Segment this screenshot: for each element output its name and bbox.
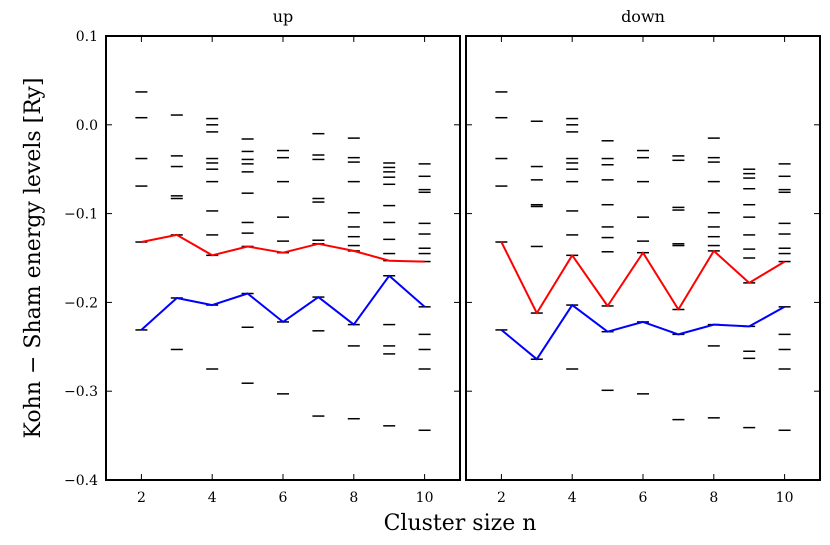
y-axis-title: Kohn − Sham energy levels [Ry]	[21, 78, 46, 439]
panel-down-homo-line	[500, 304, 786, 361]
panel-up-x-tick-label: 4	[208, 490, 217, 506]
y-tick-label: −0.3	[64, 384, 98, 400]
panel-up-x-tick-label: 6	[279, 490, 288, 506]
panel-down-x-tick-label: 2	[497, 490, 506, 506]
panel-down-frame	[465, 35, 821, 481]
panel-down-x-tick-label: 10	[776, 490, 794, 506]
y-tick-label: −0.1	[64, 207, 98, 223]
panel-up-x-tick-label: 8	[349, 490, 358, 506]
panel-up-x-tick-label: 2	[137, 490, 146, 506]
x-axis-title: Cluster size n	[384, 511, 537, 536]
panel-up-lumo-line	[141, 233, 425, 263]
panel-down-x-tick-label: 8	[709, 490, 718, 506]
y-tick-label: −0.2	[64, 295, 98, 311]
y-tick-label: −0.4	[64, 473, 98, 489]
panel-down-x-tick-label: 4	[568, 490, 577, 506]
panel-up-homo-line	[140, 274, 426, 331]
panel-up-frame	[105, 35, 461, 481]
panel-down-title: down	[621, 7, 665, 26]
y-tick-label: 0.0	[76, 118, 98, 134]
panel-down-x-tick-label: 6	[639, 490, 648, 506]
panel-up-x-tick-label: 10	[416, 490, 434, 506]
panel-up-title: up	[273, 7, 294, 26]
y-tick-label: 0.1	[76, 29, 98, 45]
panel-down-lumo-line	[500, 241, 786, 315]
